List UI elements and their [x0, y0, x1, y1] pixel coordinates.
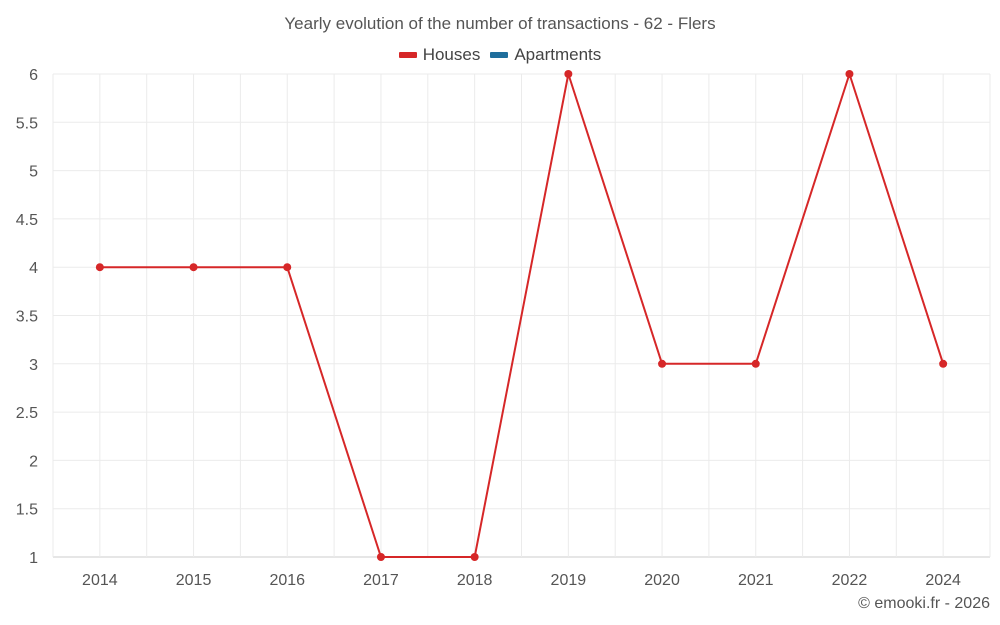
legend: Houses Apartments	[0, 45, 1000, 65]
x-tick-label: 2014	[82, 572, 118, 589]
data-point-houses	[95, 263, 104, 272]
x-tick-label: 2022	[832, 572, 868, 589]
x-tick-label: 2024	[925, 572, 961, 589]
data-point-houses	[564, 70, 573, 78]
data-point-houses	[189, 263, 198, 272]
series-line-houses	[99, 73, 945, 558]
x-tick-label: 2017	[363, 572, 399, 589]
x-tick-label: 2020	[644, 572, 680, 589]
x-tick-label: 2015	[176, 572, 212, 589]
legend-swatch-houses	[398, 52, 417, 58]
x-tick-label: 2019	[551, 572, 587, 589]
legend-label-apartments: Apartments	[514, 45, 602, 64]
y-tick-label: 2.5	[16, 405, 38, 422]
y-tick-label: 1.5	[16, 502, 38, 519]
y-tick-label: 6	[29, 67, 38, 84]
x-tick-label: 2021	[738, 572, 774, 589]
data-point-houses	[751, 359, 760, 368]
data-point-houses	[658, 359, 667, 368]
x-tick-label: 2016	[269, 572, 305, 589]
y-tick-label: 5	[29, 164, 38, 181]
legend-label-houses: Houses	[422, 45, 481, 64]
y-tick-label: 5.5	[16, 115, 38, 132]
data-point-houses	[939, 359, 948, 368]
data-point-houses	[376, 553, 385, 561]
y-tick-label: 3	[29, 357, 38, 374]
credit-text: © emooki.fr - 2026	[858, 595, 990, 612]
y-tick-label: 4.5	[16, 212, 38, 229]
chart-title: Yearly evolution of the number of transa…	[284, 14, 716, 33]
legend-swatch-apartments	[490, 52, 509, 58]
data-point-houses	[283, 263, 292, 272]
y-tick-label: 1	[29, 550, 38, 567]
x-tick-label: 2018	[457, 572, 493, 589]
y-tick-label: 4	[29, 260, 38, 277]
y-tick-label: 2	[29, 453, 38, 470]
data-point-houses	[845, 70, 854, 78]
legend-item-houses[interactable]: Houses	[398, 45, 481, 65]
y-tick-label: 3.5	[16, 309, 38, 326]
data-point-houses	[470, 553, 479, 561]
legend-item-apartments[interactable]: Apartments	[490, 45, 601, 65]
